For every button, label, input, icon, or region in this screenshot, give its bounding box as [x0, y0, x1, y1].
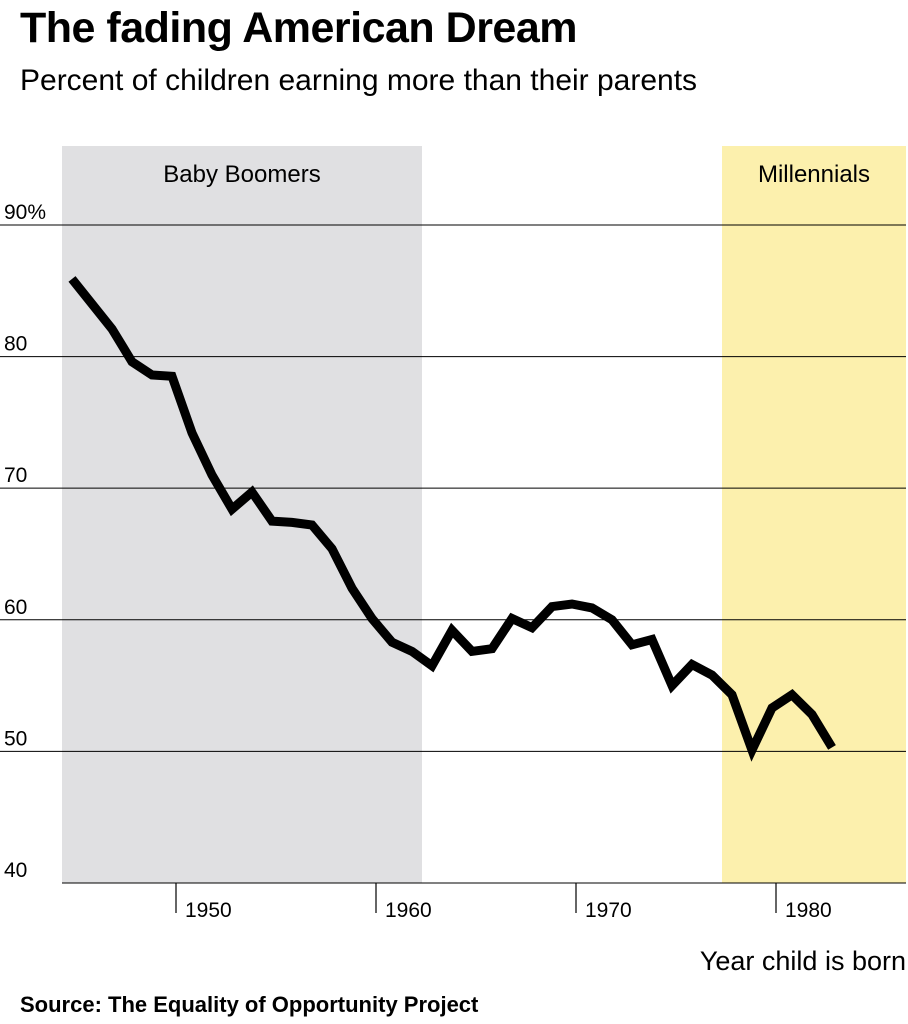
- baby-boomers-band: [62, 146, 422, 883]
- x-tick-label: 1950: [185, 899, 232, 922]
- x-tick-label: 1970: [585, 899, 632, 922]
- y-axis: 90% 80 70 60 50 40: [4, 201, 46, 882]
- generation-bands: Baby Boomers Millennials: [62, 146, 906, 883]
- x-tick-label: 1980: [785, 899, 832, 922]
- millennials-label: Millennials: [758, 161, 870, 188]
- y-tick-label: 60: [4, 596, 27, 619]
- millennials-band: [722, 146, 906, 883]
- y-tick-label: 90%: [4, 201, 46, 224]
- chart-subtitle: Percent of children earning more than th…: [20, 64, 698, 97]
- series-line: [68, 276, 836, 762]
- chart-title: The fading American Dream: [20, 4, 578, 52]
- source-note: Source: The Equality of Opportunity Proj…: [20, 992, 479, 1017]
- baby-boomers-label: Baby Boomers: [163, 161, 320, 188]
- y-tick-label: 70: [4, 464, 27, 487]
- series-group: [68, 276, 836, 762]
- x-axis: 1950 1960 1970 1980: [62, 882, 906, 922]
- line-chart: Baby Boomers Millennials 90% 80 70 60 50 40 19…: [0, 146, 906, 976]
- x-axis-label: Year child is born: [700, 946, 906, 976]
- y-tick-label: 40: [4, 859, 27, 882]
- y-tick-label: 80: [4, 333, 27, 356]
- x-tick-label: 1960: [385, 899, 432, 922]
- y-tick-label: 50: [4, 727, 27, 750]
